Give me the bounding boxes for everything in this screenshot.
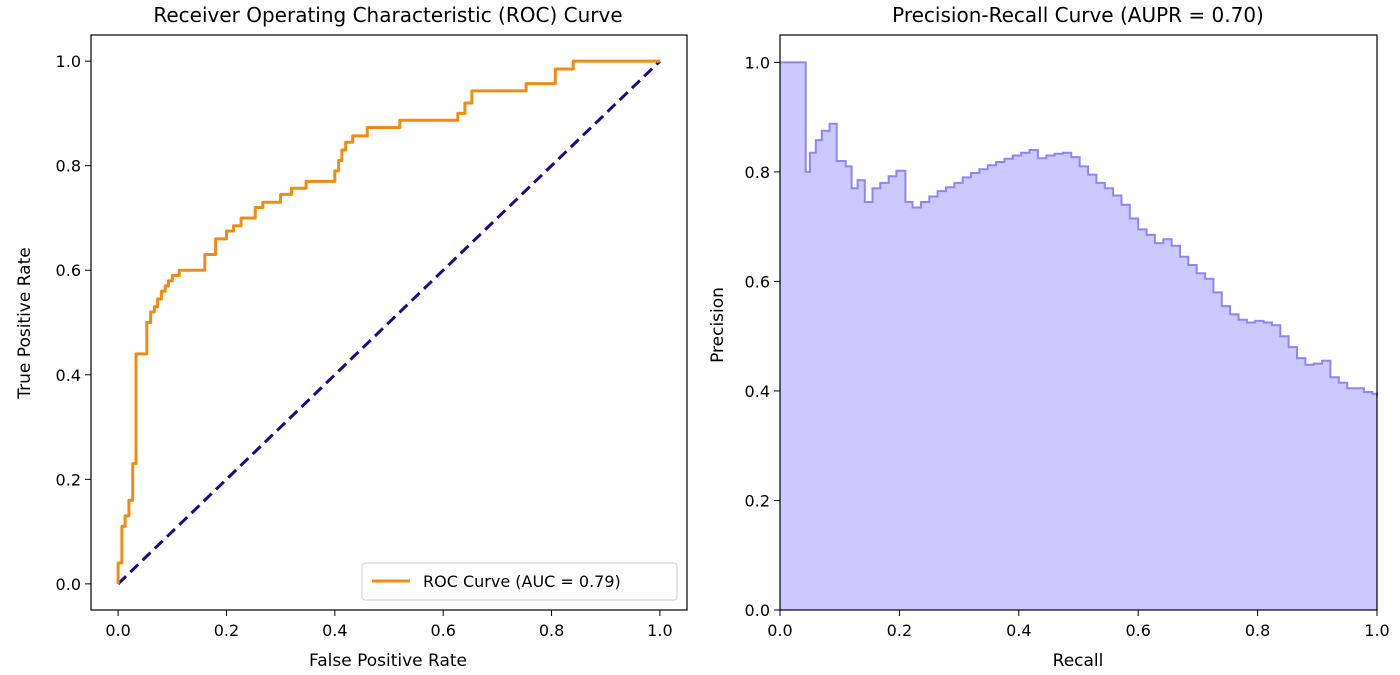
- pr-axes-frame: [779, 34, 1378, 611]
- pr-x-tick-label: 0.6: [1125, 621, 1150, 640]
- pr-area-fill: [780, 62, 1377, 610]
- pr-x-tick-label: 0.4: [1006, 621, 1031, 640]
- roc-legend-box: [361, 562, 678, 601]
- pr-chart: Precision-Recall Curve (AUPR = 0.70) 0.0…: [708, 3, 1390, 671]
- roc-x-tick-label: 0.0: [105, 621, 130, 640]
- pr-x-tick-label: 1.0: [1364, 621, 1389, 640]
- roc-legend: ROC Curve (AUC = 0.79): [361, 562, 678, 601]
- roc-legend-label: ROC Curve (AUC = 0.79): [423, 572, 621, 591]
- pr-title: Precision-Recall Curve (AUPR = 0.70): [892, 3, 1264, 27]
- roc-y-tick-label: 0.0: [56, 575, 81, 594]
- roc-title: Receiver Operating Characteristic (ROC) …: [153, 3, 622, 27]
- roc-y-tick-label: 0.4: [56, 366, 81, 385]
- pr-step-line: [780, 61, 1378, 397]
- pr-x-tick-label: 0.0: [767, 621, 792, 640]
- roc-x-tick-label: 0.6: [430, 621, 455, 640]
- roc-x-tick-label: 0.2: [214, 621, 239, 640]
- pr-x-tick-label: 0.2: [887, 621, 912, 640]
- roc-x-axis-label: False Positive Rate: [309, 651, 467, 671]
- pr-y-tick-label: 0.2: [745, 491, 770, 510]
- roc-y-ticks: 0.0 0.2 0.4 0.6 0.8 1.0: [56, 52, 91, 594]
- pr-y-tick-label: 0.0: [745, 601, 770, 620]
- pr-y-tick-label: 0.8: [745, 163, 770, 182]
- roc-x-tick-label: 0.8: [539, 621, 564, 640]
- pr-y-axis-label: Precision: [708, 287, 728, 363]
- roc-chart: Receiver Operating Characteristic (ROC) …: [15, 3, 688, 671]
- roc-curve-line: [116, 59, 660, 584]
- pr-plot-area: [780, 61, 1378, 610]
- roc-y-tick-label: 1.0: [56, 52, 81, 71]
- pr-x-axis-label: Recall: [1053, 651, 1104, 671]
- pr-y-tick-label: 0.6: [745, 272, 770, 291]
- roc-y-tick-label: 0.8: [56, 157, 81, 176]
- pr-y-ticks: 0.0 0.2 0.4 0.6 0.8 1.0: [745, 53, 780, 620]
- roc-plot-area: [116, 59, 661, 585]
- roc-y-tick-label: 0.2: [56, 470, 81, 489]
- roc-y-tick-label: 0.6: [56, 261, 81, 280]
- roc-axes-frame: [90, 34, 688, 611]
- pr-x-tick-label: 0.8: [1245, 621, 1270, 640]
- roc-x-ticks: 0.0 0.2 0.4 0.6 0.8 1.0: [105, 610, 673, 640]
- roc-x-tick-label: 0.4: [322, 621, 347, 640]
- roc-diagonal-line: [117, 60, 661, 585]
- roc-y-axis-label: True Positive Rate: [15, 247, 35, 399]
- pr-y-tick-label: 0.4: [745, 382, 770, 401]
- roc-x-tick-label: 1.0: [647, 621, 672, 640]
- pr-x-ticks: 0.0 0.2 0.4 0.6 0.8 1.0: [767, 610, 1390, 640]
- pr-y-tick-label: 1.0: [745, 53, 770, 72]
